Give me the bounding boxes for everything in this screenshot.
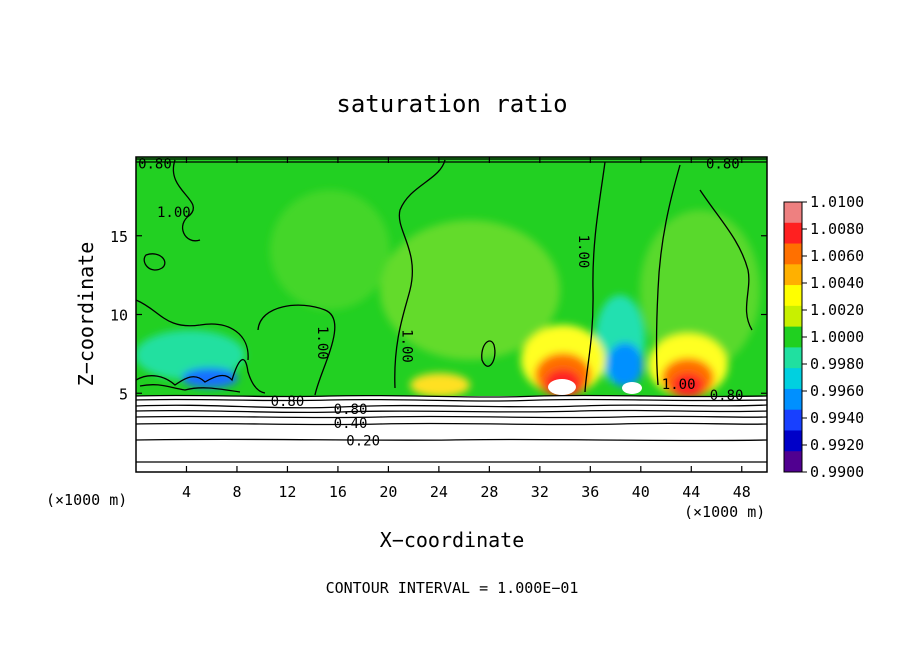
x-axis-ticks: 4 8 12 16 20 24 28 32 36 40 44 48 [182, 157, 751, 501]
y-tick-label: 5 [119, 385, 128, 403]
contour-label: 1.00 [662, 377, 696, 393]
contour-label: 0.80 [706, 156, 740, 172]
x-tick-label: 16 [329, 483, 347, 501]
field-blue-patch [607, 343, 643, 387]
contour-label: 1.00 [575, 235, 591, 269]
colorbar-label: 0.9900 [810, 463, 864, 481]
field-yellowgreen-patch [640, 210, 760, 370]
contour-line-0.40 [136, 415, 767, 419]
y-axis-ticks: 5 10 15 [110, 228, 767, 403]
colorbar-swatch [784, 326, 802, 348]
y-axis-label: Z−coordinate [74, 242, 98, 387]
x-tick-label: 20 [379, 483, 397, 501]
contour-line-0.80 [136, 394, 767, 398]
contour-label: 1.00 [157, 205, 191, 221]
contour-label: 0.40 [334, 416, 368, 432]
x-tick-label: 24 [430, 483, 448, 501]
colorbar-label: 0.9920 [810, 436, 864, 454]
x-tick-label: 32 [531, 483, 549, 501]
contour-lines [136, 158, 767, 463]
contour-line-1.00 [172, 159, 201, 242]
colorbar-swatch [784, 388, 802, 411]
colorbar-label: 1.0060 [810, 247, 864, 265]
x-tick-label: 44 [682, 483, 700, 501]
contour-line-surface [136, 358, 266, 394]
contour-line-0.60 [136, 404, 767, 409]
field-subsaturated [136, 396, 767, 472]
colorbar-swatch [784, 222, 802, 244]
x-tick-label: 8 [232, 483, 241, 501]
field-blue-patch [182, 368, 238, 388]
contour-line-0.10 [136, 461, 767, 463]
contour-line-0.60 [136, 409, 767, 414]
x-tick-label: 28 [480, 483, 498, 501]
contour-line-0.40 [136, 422, 767, 426]
colorbar-label: 1.0020 [810, 301, 864, 319]
colorbar-swatch [784, 202, 802, 224]
field-yellow-patch [410, 373, 470, 397]
x-tick-label: 40 [632, 483, 650, 501]
colorbar-swatch [784, 451, 802, 473]
contour-line-1.00 [394, 159, 446, 389]
x-unit-left: (×1000 m) [46, 491, 127, 509]
contour-line-0.20 [136, 438, 767, 442]
contour-label: 0.20 [346, 434, 380, 450]
field-white-core [548, 379, 576, 395]
contour-line-1.00 [481, 340, 496, 367]
field-white-core [622, 382, 642, 394]
x-unit-right: (×1000 m) [684, 503, 765, 521]
colorbar-label: 1.0040 [810, 274, 864, 292]
colorbar-label: 1.0080 [810, 220, 864, 238]
contour-line-1.00 [136, 299, 249, 361]
x-tick-label: 48 [733, 483, 751, 501]
x-axis-label: X−coordinate [380, 528, 525, 552]
colorbar-label: 0.9960 [810, 382, 864, 400]
x-tick-label: 12 [278, 483, 296, 501]
contour-label: 0.80 [138, 156, 172, 172]
field-red-patch [672, 373, 704, 397]
field-cyan-patch [136, 330, 245, 380]
contour-label: 0.80 [271, 394, 305, 410]
x-tick-label: 4 [182, 483, 191, 501]
colorbar-swatch [784, 285, 802, 307]
colorbar-swatch [784, 243, 802, 265]
colorbar-swatch [784, 264, 802, 286]
contour-line-1.00 [699, 189, 753, 331]
colorbar-swatch [784, 347, 802, 369]
field-yellowgreen-patch [380, 220, 560, 360]
colorbar: 1.0100 1.0080 1.0060 1.0040 1.0020 1.0000 0.99… [783, 193, 864, 481]
colorbar-label: 1.0100 [810, 193, 864, 211]
colorbar-swatch [784, 305, 802, 328]
y-tick-label: 10 [110, 307, 128, 325]
contour-interval-note: CONTOUR INTERVAL = 1.000E−01 [326, 579, 579, 597]
chart-title: saturation ratio [336, 90, 567, 118]
colorbar-label: 0.9980 [810, 355, 864, 373]
contour-labels: 0.80 0.80 1.00 1.00 1.00 1.00 1.00 0.80 0.80 0.80… [138, 156, 743, 449]
contour-label: 0.80 [710, 388, 744, 404]
plot-area [136, 157, 767, 472]
contour-line-0.80 [136, 398, 767, 402]
contour-line-1.00 [655, 164, 681, 386]
contour-label: 1.00 [314, 326, 330, 360]
field-yellowgreen-patch [270, 190, 390, 310]
y-tick-label: 15 [110, 228, 128, 246]
colorbar-swatch [784, 368, 802, 390]
contour-label: 1.00 [398, 329, 414, 363]
contour-line-surface [139, 384, 241, 393]
contour-line-1.00 [143, 253, 166, 271]
colorbar-label: 0.9940 [810, 409, 864, 427]
x-tick-label: 36 [581, 483, 599, 501]
contour-line-1.00 [257, 304, 336, 396]
colorbar-swatch [784, 409, 802, 431]
contour-line-1.00 [584, 161, 606, 393]
contour-label: 0.80 [334, 402, 368, 418]
colorbar-swatch [784, 430, 802, 452]
colorbar-label: 1.0000 [810, 328, 864, 346]
